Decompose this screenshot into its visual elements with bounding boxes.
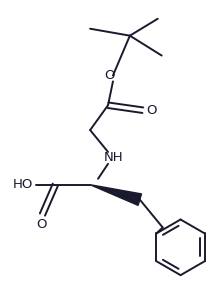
Text: NH: NH	[104, 151, 124, 164]
Text: O: O	[36, 218, 47, 231]
Text: HO: HO	[12, 178, 33, 191]
Polygon shape	[90, 185, 141, 205]
Text: O: O	[147, 104, 157, 117]
Text: O: O	[104, 69, 114, 82]
